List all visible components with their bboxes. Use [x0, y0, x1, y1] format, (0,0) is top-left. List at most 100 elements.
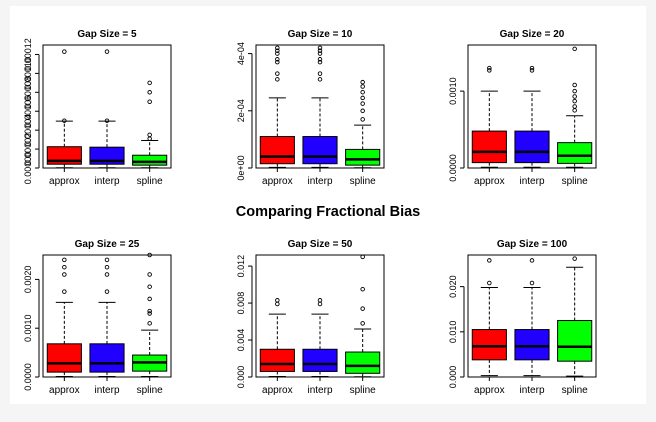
subplot-4: Gap Size = 25 0.0000 0.0010 0.0020 approx int…	[23, 239, 172, 396]
box-body	[514, 329, 550, 361]
outlier-point	[275, 48, 280, 53]
outlier-point	[572, 104, 577, 109]
box-body	[302, 348, 338, 372]
box-body	[259, 136, 295, 165]
box-body	[345, 148, 381, 166]
outlier-point	[147, 252, 152, 258]
outlier-point	[360, 306, 365, 311]
outlier-point	[147, 321, 152, 326]
outlier-point	[529, 258, 535, 263]
box-body	[345, 351, 381, 374]
outlier-point	[360, 108, 365, 114]
outlier-point	[104, 257, 110, 263]
subplot-6: Gap Size = 100 0.000 0.010 0.020 approx inter…	[448, 239, 597, 396]
box-body	[557, 142, 593, 164]
outlier-point	[572, 88, 577, 94]
box-approx	[46, 257, 82, 378]
outlier-point	[147, 284, 152, 289]
outlier-point	[572, 256, 577, 261]
box-body	[89, 343, 125, 373]
outlier-point	[317, 298, 323, 303]
y-tick-label: 0.0020	[23, 266, 33, 294]
subplot-title: Gap Size = 5	[77, 29, 137, 40]
outlier-point	[487, 68, 492, 73]
y-tick-label: 0.004	[236, 329, 246, 352]
outlier-point	[360, 95, 365, 101]
box-spline	[557, 256, 593, 377]
box-interp	[89, 49, 125, 169]
outlier-point	[572, 98, 577, 104]
outlier-point	[529, 280, 535, 286]
outlier-point	[104, 289, 110, 294]
box-body	[557, 320, 593, 362]
outlier-point	[147, 272, 152, 277]
outlier-point	[147, 90, 152, 95]
outlier-point	[360, 117, 365, 122]
outlier-point	[317, 71, 323, 76]
y-tick-label: 0.0010	[448, 77, 458, 105]
box-approx	[259, 298, 295, 378]
outlier-point	[360, 254, 365, 260]
outlier-point	[147, 80, 152, 86]
x-tick-label: approx	[474, 176, 505, 187]
box-interp	[302, 45, 338, 168]
outlier-point	[62, 257, 67, 263]
x-tick-label: spline	[350, 385, 377, 396]
outlier-point	[529, 65, 535, 71]
box-body	[471, 130, 507, 164]
box-approx	[471, 65, 507, 168]
main-title: Comparing Fractional Bias	[236, 204, 421, 220]
outlier-point	[487, 280, 492, 286]
y-tick-label: 0.0010	[23, 314, 33, 342]
box-interp	[89, 257, 125, 378]
outlier-point	[317, 45, 323, 51]
x-tick-label: interp	[94, 176, 119, 187]
box-body	[302, 136, 338, 165]
outlier-point	[317, 59, 323, 65]
box-body	[46, 343, 82, 373]
box-spline	[132, 252, 168, 378]
box-body	[259, 348, 295, 372]
subplot-title: Gap Size = 10	[288, 29, 353, 40]
outlier-point	[317, 77, 323, 82]
subplot-3: Gap Size = 20 0.0000 0.0010 approx interp spl…	[448, 29, 597, 187]
outlier-point	[529, 68, 535, 73]
outlier-point	[147, 308, 152, 314]
x-tick-label: approx	[474, 385, 505, 396]
x-tick-label: interp	[519, 176, 544, 187]
box-spline	[345, 254, 381, 378]
y-tick-label: 0.0000	[448, 154, 458, 182]
outlier-point	[487, 258, 492, 263]
x-tick-label: approx	[262, 176, 293, 187]
y-tick-label: 0.000	[236, 366, 246, 389]
x-tick-label: approx	[262, 385, 293, 396]
outlier-point	[487, 65, 492, 71]
outlier-point	[147, 99, 152, 105]
outlier-point	[104, 118, 110, 123]
x-tick-label: spline	[137, 176, 164, 187]
y-tick-label: 0.020	[448, 275, 458, 298]
outlier-point	[275, 51, 280, 56]
box-interp	[514, 258, 550, 377]
y-tick-label: 2e-04	[236, 99, 246, 122]
outlier-point	[104, 264, 110, 270]
x-tick-label: approx	[49, 176, 80, 187]
outlier-point	[360, 79, 365, 85]
outlier-point	[104, 272, 110, 277]
outlier-point	[360, 286, 365, 292]
y-tick-label: 0.00000	[23, 152, 33, 185]
subplot-title: Gap Size = 50	[288, 239, 353, 250]
subplot-2: Gap Size = 10 0e+00 2e-04 4e-04 approx interp…	[236, 29, 385, 187]
box-approx	[259, 45, 295, 168]
x-tick-label: spline	[562, 385, 589, 396]
outlier-point	[317, 51, 323, 56]
outlier-point	[317, 48, 323, 53]
y-tick-label: 0.000	[448, 366, 458, 389]
subplot-title: Gap Size = 25	[75, 239, 140, 250]
outlier-point	[147, 311, 152, 316]
subplot-1: Gap Size = 5 0.000000.000020.000040.00006…	[23, 29, 172, 187]
outlier-point	[360, 89, 365, 95]
y-tick-label: 0e+00	[236, 155, 246, 180]
y-tick-label: 0.008	[236, 292, 246, 315]
outlier-point	[62, 49, 67, 54]
